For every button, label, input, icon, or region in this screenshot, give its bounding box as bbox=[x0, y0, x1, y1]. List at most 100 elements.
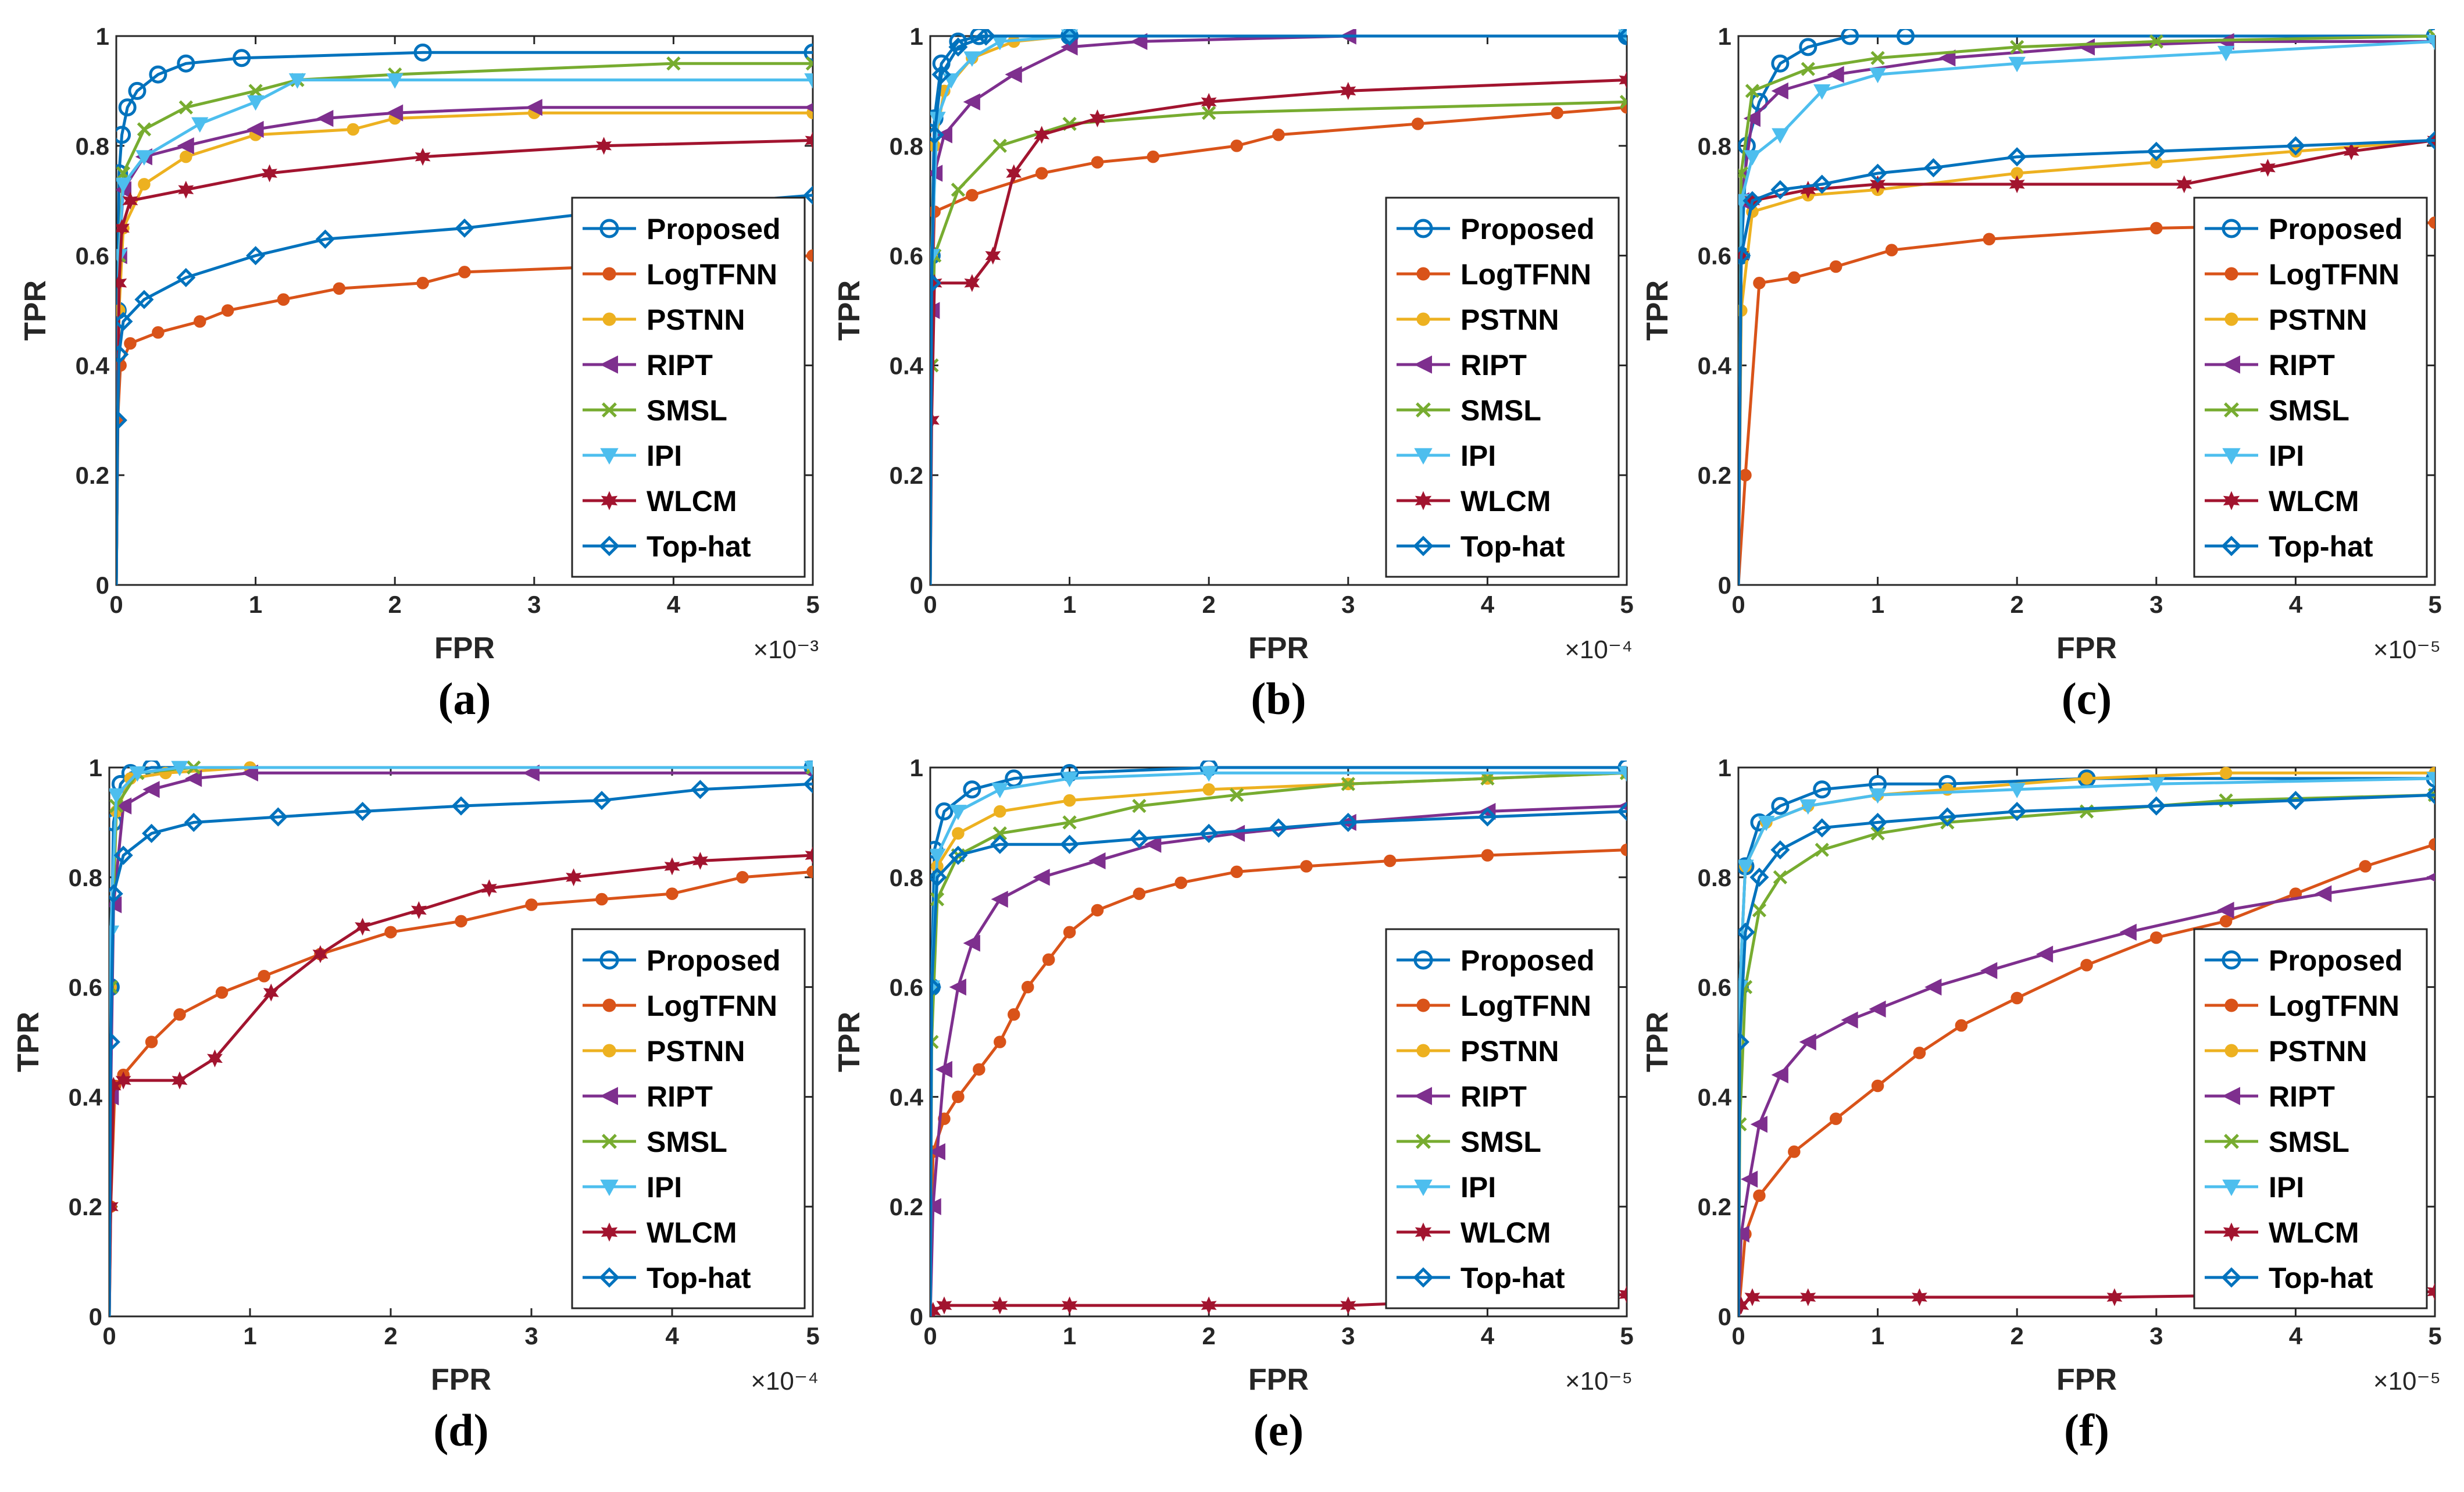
data-point-ript bbox=[114, 797, 132, 815]
data-point-logtfnn bbox=[2150, 222, 2163, 235]
legend-label-proposed: Proposed bbox=[2269, 944, 2403, 977]
y-tick-label: 0.4 bbox=[1698, 1083, 1732, 1111]
data-point-wlcm bbox=[1201, 92, 1217, 111]
legend-marker-logtfnn bbox=[1416, 267, 1430, 281]
legend-label-ipi: IPI bbox=[647, 440, 682, 472]
data-point-ipi bbox=[1758, 816, 1775, 831]
data-point-wlcm bbox=[1912, 1288, 1927, 1307]
data-point-ipi bbox=[1799, 799, 1817, 815]
x-axis-label: FPR bbox=[2056, 631, 2117, 665]
data-point-proposed bbox=[1897, 29, 1915, 45]
data-point-logtfnn bbox=[1272, 129, 1285, 141]
x-axis-multiplier: ×10⁻⁴ bbox=[751, 1367, 819, 1395]
data-point-wlcm bbox=[207, 1049, 223, 1068]
data-point-top-hat bbox=[1770, 840, 1790, 860]
data-point-top-hat bbox=[116, 344, 129, 365]
y-axis-label: TPR bbox=[833, 280, 866, 341]
data-point-logtfnn bbox=[215, 986, 228, 999]
data-point-top-hat bbox=[176, 267, 196, 287]
data-point-smsl bbox=[992, 138, 1007, 153]
legend-box bbox=[571, 197, 806, 578]
data-point-logtfnn bbox=[1133, 887, 1146, 900]
data-point-wlcm bbox=[116, 274, 127, 292]
data-point-top-hat bbox=[2425, 785, 2435, 805]
chart-panel-c: 0 1 2 3 4 5 0 0.2 0.4 0.6 0.8 1 FPR TPR ×10⁻⁵ (c) Propos… bbox=[1641, 23, 2442, 724]
data-point-logtfnn bbox=[966, 189, 979, 202]
data-point-proposed bbox=[935, 802, 954, 821]
legend-label-pstnn: PSTNN bbox=[2269, 304, 2367, 336]
legend-label-proposed: Proposed bbox=[647, 213, 781, 245]
legend-label-pstnn: PSTNN bbox=[2269, 1035, 2367, 1068]
data-point-wlcm bbox=[664, 857, 680, 876]
data-point-smsl bbox=[1480, 771, 1495, 786]
data-point-ript bbox=[316, 109, 334, 127]
legend-marker-top-hat bbox=[1413, 536, 1434, 556]
data-point-proposed bbox=[233, 49, 251, 67]
data-point-wlcm bbox=[1090, 109, 1105, 128]
legend-marker-wlcm bbox=[2223, 1222, 2240, 1242]
data-point-ipi bbox=[247, 95, 265, 111]
x-tick-label: 4 bbox=[2289, 1322, 2303, 1350]
legend-marker-ipi bbox=[600, 448, 619, 465]
data-point-wlcm bbox=[1870, 175, 1886, 194]
data-point-wlcm bbox=[1744, 1288, 1760, 1307]
data-point-smsl bbox=[1870, 826, 1885, 841]
legend-label-smsl: SMSL bbox=[2269, 394, 2349, 427]
legend-label-top-hat: Top-hat bbox=[647, 1262, 751, 1294]
legend-label-smsl: SMSL bbox=[647, 394, 727, 427]
data-point-ipi bbox=[109, 788, 125, 804]
panel-caption: (b) bbox=[1251, 673, 1306, 724]
legend-marker-smsl bbox=[602, 402, 617, 417]
legend-label-top-hat: Top-hat bbox=[1460, 1262, 1565, 1294]
y-tick-label: 1 bbox=[96, 23, 109, 50]
y-tick-label: 0.8 bbox=[890, 133, 923, 160]
panel-caption: (d) bbox=[433, 1405, 488, 1455]
data-point-logtfnn bbox=[1021, 980, 1034, 994]
x-tick-label: 5 bbox=[2428, 591, 2441, 618]
data-point-top-hat bbox=[1742, 191, 1762, 210]
legend-label-wlcm: WLCM bbox=[1460, 1216, 1551, 1249]
data-point-logtfnn bbox=[1147, 150, 1160, 163]
data-point-logtfnn bbox=[1885, 244, 1898, 256]
data-point-proposed bbox=[1771, 54, 1790, 73]
data-point-logtfnn bbox=[1230, 865, 1243, 879]
series-line-top-hat bbox=[1738, 793, 2435, 1316]
legend-marker-wlcm bbox=[1415, 1222, 1432, 1242]
legend-marker-top-hat bbox=[2221, 536, 2242, 556]
data-point-ript bbox=[177, 137, 194, 155]
data-point-smsl bbox=[666, 56, 681, 71]
data-point-logtfnn bbox=[666, 887, 679, 900]
x-tick-label: 3 bbox=[1341, 591, 1355, 618]
legend-marker-top-hat bbox=[2221, 1267, 2242, 1288]
y-tick-label: 0 bbox=[89, 1303, 102, 1330]
legend-label-pstnn: PSTNN bbox=[1460, 1035, 1559, 1068]
data-point-ript bbox=[1799, 1033, 1816, 1051]
data-point-logtfnn bbox=[1035, 167, 1048, 180]
x-axis-label: FPR bbox=[1248, 1363, 1309, 1397]
y-tick-label: 0.8 bbox=[1698, 133, 1731, 160]
legend-marker-smsl bbox=[2224, 1134, 2239, 1149]
x-tick-label: 2 bbox=[1202, 591, 1216, 618]
data-point-top-hat bbox=[184, 812, 203, 832]
legend-box bbox=[2193, 197, 2428, 578]
data-point-top-hat bbox=[1060, 29, 1080, 46]
legend-marker-proposed bbox=[2222, 219, 2241, 238]
data-point-logtfnn bbox=[1788, 1145, 1801, 1158]
data-point-logtfnn bbox=[194, 315, 206, 328]
data-point-logtfnn bbox=[458, 266, 471, 279]
y-tick-label: 0.6 bbox=[1698, 242, 1731, 270]
legend-marker-top-hat bbox=[599, 1267, 620, 1288]
data-point-wlcm bbox=[1340, 81, 1356, 100]
legend-marker-smsl bbox=[1416, 402, 1431, 417]
data-point-ipi bbox=[2426, 35, 2435, 51]
legend-label-pstnn: PSTNN bbox=[647, 304, 745, 336]
legend-label-wlcm: WLCM bbox=[2269, 1216, 2359, 1249]
legend-label-pstnn: PSTNN bbox=[1460, 304, 1559, 336]
data-point-top-hat bbox=[930, 273, 941, 293]
data-point-top-hat bbox=[931, 65, 951, 84]
y-tick-label: 0 bbox=[910, 1303, 923, 1330]
data-point-wlcm bbox=[964, 274, 980, 292]
x-tick-label: 1 bbox=[249, 591, 262, 618]
x-tick-label: 2 bbox=[388, 591, 402, 618]
data-point-pstnn bbox=[347, 123, 360, 136]
